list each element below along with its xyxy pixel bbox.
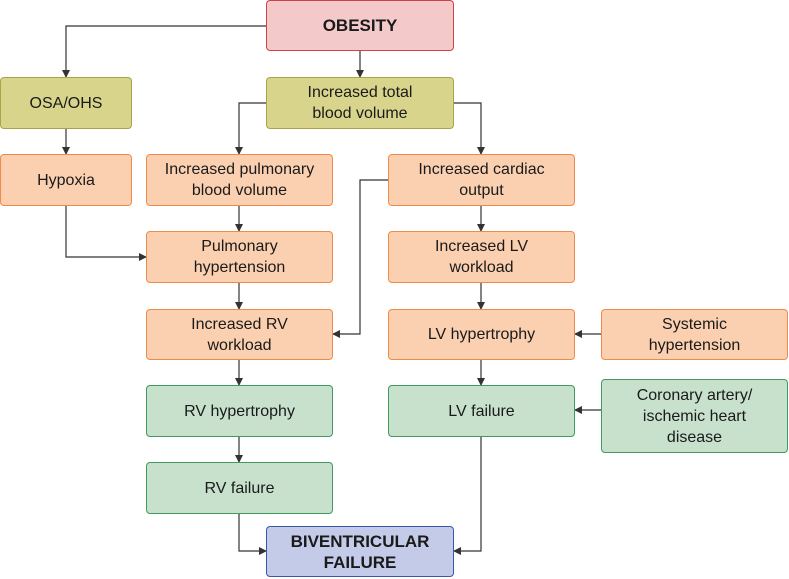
arrow-cardiac-to-rv-workload: [332, 179, 388, 338]
arrow-hypoxia-to-pulm-htn: [65, 206, 147, 261]
node-rv-failure: RV failure: [146, 462, 333, 514]
node-hypoxia: Hypoxia: [0, 154, 132, 206]
node-lv-hypertrophy: LV hypertrophy: [388, 309, 575, 360]
node-increased-rv-workload: Increased RV workload: [146, 309, 333, 360]
node-increased-lv-workload: Increased LV workload: [388, 231, 575, 283]
node-increased-total-blood-volume: Increased total blood volume: [266, 77, 454, 129]
node-biventricular-failure: BIVENTRICULAR FAILURE: [266, 526, 454, 577]
node-rv-hypertrophy: RV hypertrophy: [146, 385, 333, 437]
arrow-lv-failure-to-biventricular: [453, 437, 482, 555]
node-osa-ohs: OSA/OHS: [0, 77, 132, 129]
arrow-blood-volume-to-cardiac: [454, 102, 485, 155]
node-systemic-hypertension: Systemic hypertension: [601, 309, 788, 360]
node-pulmonary-hypertension: Pulmonary hypertension: [146, 231, 333, 283]
arrow-blood-volume-to-pulmonary: [235, 102, 266, 155]
node-coronary-artery-disease: Coronary artery/ ischemic heart disease: [601, 379, 788, 453]
arrow-rv-failure-to-biventricular: [238, 514, 267, 555]
node-obesity: OBESITY: [266, 0, 454, 51]
arrow-obesity-to-osa: [62, 25, 266, 78]
node-lv-failure: LV failure: [388, 385, 575, 437]
node-increased-cardiac-output: Increased cardiac output: [388, 154, 575, 206]
node-increased-pulmonary-blood-volume: Increased pulmonary blood volume: [146, 154, 333, 206]
